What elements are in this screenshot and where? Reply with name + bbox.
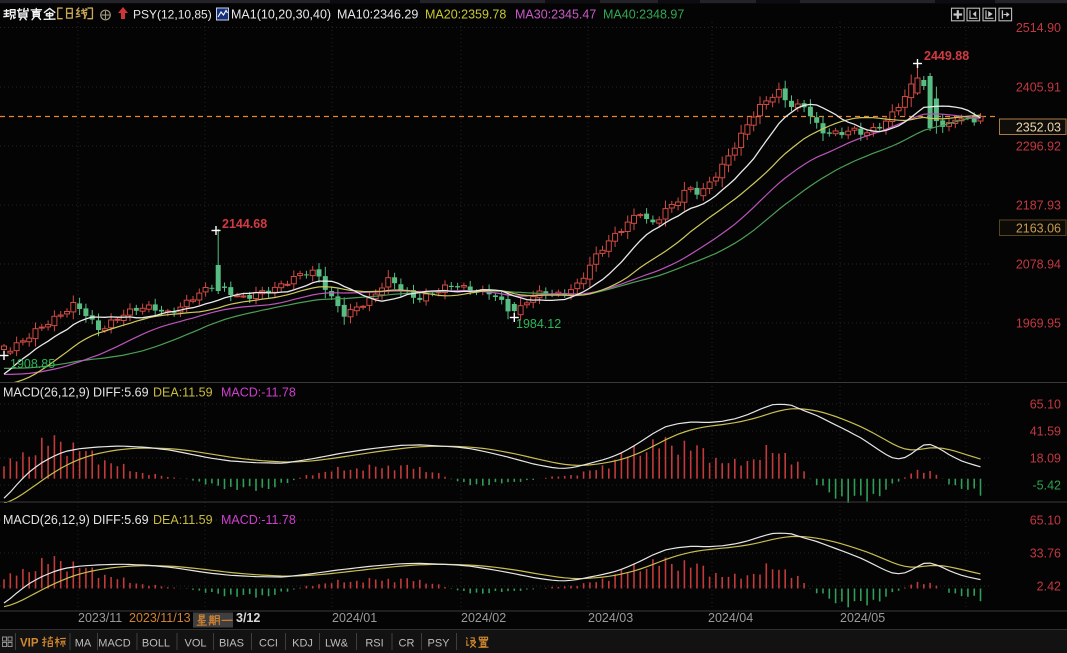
svg-text:PSY(12,10,85): PSY(12,10,85) (133, 8, 212, 22)
svg-text:33.76: 33.76 (1030, 547, 1061, 561)
svg-text:VOL: VOL (184, 638, 206, 650)
svg-text:MA: MA (75, 638, 92, 650)
svg-text:2024/01: 2024/01 (332, 611, 377, 625)
svg-text:2024/03: 2024/03 (588, 611, 633, 625)
svg-text:CR: CR (399, 638, 415, 650)
svg-text:2144.68: 2144.68 (222, 217, 267, 231)
svg-text:BOLL: BOLL (142, 638, 170, 650)
svg-text:1969.95: 1969.95 (1016, 317, 1061, 331)
svg-text:DEA:11.59: DEA:11.59 (153, 513, 213, 527)
svg-text:2.42: 2.42 (1037, 580, 1061, 594)
svg-text:18.09: 18.09 (1030, 452, 1061, 466)
svg-text:MACD:-11.78: MACD:-11.78 (221, 513, 296, 527)
svg-text:2296.92: 2296.92 (1016, 140, 1061, 154)
svg-text:2352.03: 2352.03 (1016, 121, 1061, 135)
svg-text:65.10: 65.10 (1030, 398, 1061, 412)
svg-text:CCI: CCI (259, 638, 278, 650)
svg-text:2405.91: 2405.91 (1016, 81, 1061, 95)
svg-text:65.10: 65.10 (1030, 514, 1061, 528)
svg-text:MA1(10,20,30,40): MA1(10,20,30,40) (231, 8, 331, 22)
svg-text:DEA:11.59: DEA:11.59 (153, 386, 213, 400)
svg-text:2024/05: 2024/05 (840, 611, 885, 625)
svg-text:2514.90: 2514.90 (1016, 21, 1061, 35)
svg-text:DIFF:5.69: DIFF:5.69 (93, 386, 149, 400)
svg-text:1984.12: 1984.12 (516, 317, 561, 331)
svg-text:2449.88: 2449.88 (924, 49, 969, 63)
svg-text:PSY: PSY (427, 638, 450, 650)
svg-text:2024/04: 2024/04 (708, 611, 753, 625)
svg-text:2078.94: 2078.94 (1016, 258, 1061, 272)
svg-text:MACD(26,12,9): MACD(26,12,9) (3, 513, 90, 527)
svg-text:2023/11/13: 2023/11/13 (129, 611, 191, 625)
svg-text:VIP: VIP (20, 638, 39, 650)
svg-text:2187.93: 2187.93 (1016, 199, 1061, 213)
svg-text:2163.06: 2163.06 (1016, 222, 1061, 236)
svg-text:1908.85: 1908.85 (10, 357, 55, 371)
svg-text:MA20:2359.78: MA20:2359.78 (425, 8, 506, 22)
svg-text:MACD:-11.78: MACD:-11.78 (221, 386, 296, 400)
svg-text:3/12: 3/12 (236, 611, 260, 625)
svg-text:2023/11: 2023/11 (78, 611, 122, 625)
svg-text:41.59: 41.59 (1030, 425, 1061, 439)
svg-text:MA30:2345.47: MA30:2345.47 (515, 8, 596, 22)
svg-text:DIFF:5.69: DIFF:5.69 (93, 513, 149, 527)
svg-text:KDJ: KDJ (292, 638, 313, 650)
svg-text:LW&: LW& (325, 638, 349, 650)
svg-text:MA40:2348.97: MA40:2348.97 (603, 8, 684, 22)
svg-text:MA10:2346.29: MA10:2346.29 (337, 8, 418, 22)
svg-text:MACD: MACD (98, 638, 130, 650)
svg-text:RSI: RSI (365, 638, 383, 650)
svg-text:2024/02: 2024/02 (461, 611, 506, 625)
svg-text:-5.42: -5.42 (1033, 479, 1062, 493)
svg-text:MACD(26,12,9): MACD(26,12,9) (3, 386, 90, 400)
svg-text:BIAS: BIAS (219, 638, 244, 650)
